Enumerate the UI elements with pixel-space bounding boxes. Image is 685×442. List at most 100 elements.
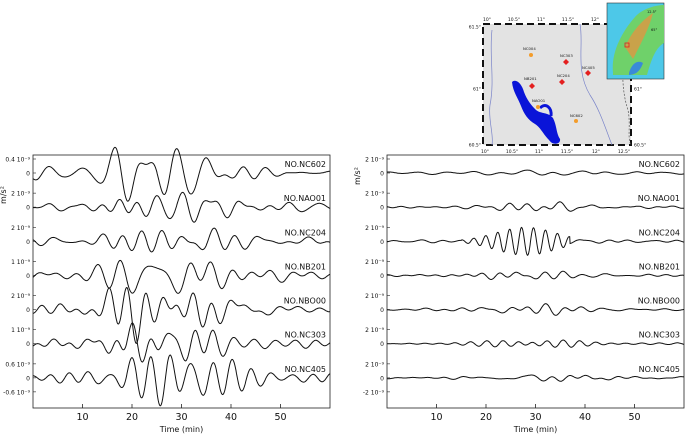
station-label: NO.NC303 [285, 331, 326, 340]
map-land [483, 24, 631, 145]
map-station-label: NC405 [582, 65, 595, 70]
trace-line [387, 303, 685, 316]
trace-line [387, 339, 685, 348]
station-marker-red [585, 70, 591, 76]
map-coord-label: 60.5° [469, 143, 481, 149]
x-tick-label: 10 [430, 412, 442, 423]
station-marker-red [559, 79, 565, 85]
trace-line [386, 374, 684, 382]
x-axis-label: Time (min) [513, 425, 557, 434]
y-tick-label: 2 10⁻⁹ [11, 191, 31, 198]
y-tick-label: 0 [26, 205, 30, 212]
y-tick-label: 0 [26, 307, 30, 314]
map-station-label: NC303 [560, 53, 573, 58]
inset-mountains [625, 13, 653, 59]
map-coord-label: 10.5° [506, 149, 518, 155]
x-tick-label: 20 [480, 412, 492, 423]
station-label: NO.NC303 [639, 331, 680, 340]
trace-line [32, 259, 331, 294]
y-tick-label: 1 10⁻⁹ [11, 259, 31, 266]
map-station-label: NC204 [557, 73, 570, 78]
station-label: NO.NC204 [639, 228, 680, 237]
y-tick-label: 0 [380, 341, 384, 348]
station-label: NO.NAO01 [284, 194, 326, 203]
y-tick-label: -0.6 10⁻⁹ [3, 389, 30, 396]
map-coord-label: 11° [535, 149, 543, 155]
y-tick-label: 0 [26, 341, 30, 348]
y-tick-label: 0.6 10⁻⁹ [5, 361, 30, 368]
trace-line [386, 226, 685, 257]
y-tick-label: 0 [380, 273, 384, 280]
station-label: NO.NAO01 [638, 194, 680, 203]
trace-line [32, 322, 331, 363]
trace-line [32, 354, 331, 407]
y-tick-label: 0.4 10⁻⁹ [5, 157, 30, 164]
station-label: NO.NBO00 [638, 297, 680, 306]
station-marker-red [563, 59, 569, 65]
x-tick-label: 20 [126, 412, 138, 423]
x-tick-label: 30 [175, 412, 187, 423]
station-marker-orange [574, 119, 578, 123]
map-coord-label: 11.5° [562, 17, 574, 23]
y-tick-label: 0 [26, 375, 30, 382]
trace-line [32, 227, 331, 253]
y-axis-label: m/s² [353, 167, 362, 185]
river-line [489, 29, 493, 146]
station-label: NO.NC204 [285, 228, 326, 237]
station-marker-orange [529, 53, 533, 57]
inset-coord-label: 65° [651, 28, 657, 32]
y-tick-label: 0 [26, 171, 30, 178]
trace-line [33, 191, 331, 223]
y-tick-label: 2 10⁻⁹ [365, 361, 385, 368]
trace-line [386, 169, 685, 176]
map-coord-label: 10° [483, 17, 491, 23]
y-tick-label: 2 10⁻⁹ [365, 293, 385, 300]
station-label: NO.NB201 [285, 262, 326, 271]
left-panel: m/s² 10 20 30 40 50 Time (min) 0.4 10⁻⁹ 0 NO.NC60… [0, 146, 331, 434]
inset-coord-label: 12.5° [647, 10, 657, 14]
inset-water [629, 61, 643, 75]
right-panel: m/s² 10 20 30 40 50 Time (min) 2 10⁻⁹ 0 NO.NC602 2… [353, 154, 685, 434]
map-coord-label: 61.5° [469, 25, 481, 31]
map-coord-label: 10° [481, 149, 489, 155]
map-coord-label: 12° [591, 17, 599, 23]
x-tick-label: 50 [628, 412, 640, 423]
map-station-label: NC004 [523, 46, 536, 51]
x-tick-label: 30 [529, 412, 541, 423]
lake-arm [538, 104, 553, 117]
trace-line [386, 201, 685, 212]
station-label: NO.NC602 [639, 160, 680, 169]
station-label: NO.NBO00 [284, 297, 326, 306]
station-label: NO.NC405 [639, 365, 680, 374]
map-coord-label: 61° [634, 87, 642, 93]
y-tick-label: 0 [380, 375, 384, 382]
y-tick-label: 2 10⁻⁹ [11, 225, 31, 232]
x-tick-label: 50 [274, 412, 286, 423]
map-station-label: NAO01 [532, 98, 546, 103]
trace-line [32, 286, 330, 345]
x-tick-label: 40 [225, 412, 237, 423]
map-coord-label: 10.5° [508, 17, 520, 23]
y-tick-label: 0 [26, 239, 30, 246]
y-tick-label: 2 10⁻⁹ [365, 225, 385, 232]
y-axis-label: m/s² [0, 186, 8, 204]
y-tick-label: 2 10⁻⁹ [365, 191, 385, 198]
y-tick-label: 0 [380, 307, 384, 314]
y-tick-label: 0 [26, 273, 30, 280]
x-tick-label: 10 [76, 412, 88, 423]
map-coord-label: 12.5° [618, 149, 630, 155]
map-coord-label: 12° [592, 149, 600, 155]
trace-line [387, 270, 685, 280]
y-tick-label: 0 [380, 205, 384, 212]
station-label: NO.NC405 [285, 365, 326, 374]
map-station-label: NC602 [570, 113, 583, 118]
y-tick-label: 2 10⁻⁹ [365, 259, 385, 266]
station-map: NC303 NC405 NB201 NC204 NC004 NAO01 NC602 10° 10… [469, 2, 665, 155]
station-label: NO.NB201 [639, 262, 680, 271]
y-tick-label: -2 10⁻⁹ [363, 389, 385, 396]
y-tick-label: 2 10⁻⁹ [365, 327, 385, 334]
y-tick-label: 2 10⁻⁹ [11, 293, 31, 300]
inset-study-area [624, 42, 630, 48]
station-marker-orange [536, 105, 540, 109]
